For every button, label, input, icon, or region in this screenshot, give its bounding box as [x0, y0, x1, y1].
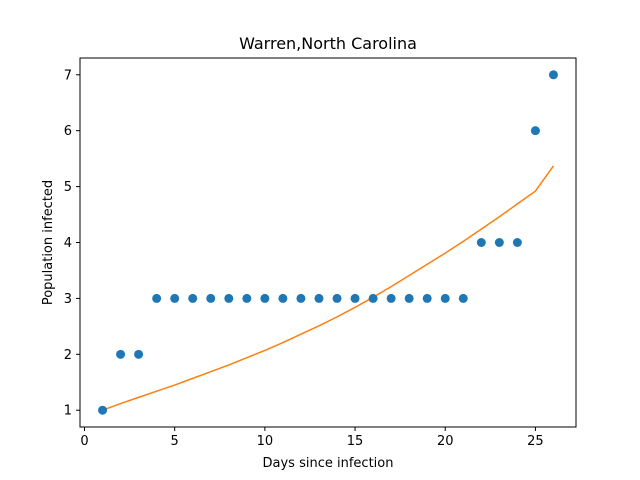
data-point [152, 293, 162, 303]
x-axis: 0 5 10 15 20 25 [80, 427, 544, 449]
y-tick-label: 2 [64, 348, 72, 363]
data-point [422, 293, 432, 303]
data-point [350, 293, 360, 303]
y-axis: 1 2 3 4 5 6 7 [64, 68, 80, 419]
data-point [512, 238, 522, 247]
y-axis-label: Population infected [41, 180, 56, 305]
data-point [116, 349, 126, 359]
y-tick-label: 5 [64, 180, 72, 195]
data-point [476, 238, 486, 247]
y-tick-label: 7 [64, 68, 72, 83]
data-point [98, 405, 108, 415]
x-tick-label: 25 [527, 434, 544, 449]
data-point [278, 293, 288, 303]
x-tick-label: 0 [80, 434, 88, 449]
chart-title: Warren,North Carolina [239, 34, 417, 53]
data-point [548, 70, 558, 80]
y-tick-label: 1 [64, 404, 72, 419]
data-point [386, 293, 396, 303]
fit-line [102, 165, 555, 411]
y-tick-label: 6 [64, 124, 72, 139]
x-tick-label: 20 [437, 434, 454, 449]
plot-area [98, 70, 558, 415]
data-point [260, 293, 270, 303]
data-point [224, 293, 234, 303]
data-point [242, 293, 252, 303]
data-point [530, 126, 540, 136]
x-tick-label: 10 [257, 434, 274, 449]
data-point [188, 293, 198, 303]
x-tick-label: 15 [347, 434, 364, 449]
data-point [170, 293, 180, 303]
data-point [332, 293, 342, 303]
data-point [206, 293, 216, 303]
x-tick-label: 5 [171, 434, 179, 449]
data-point [458, 293, 468, 303]
data-point [314, 293, 324, 303]
y-tick-label: 4 [64, 236, 72, 251]
data-point [494, 238, 504, 247]
data-point [368, 293, 378, 303]
data-point [134, 349, 144, 359]
data-point [440, 293, 450, 303]
data-point [404, 293, 414, 303]
y-tick-label: 3 [64, 292, 72, 307]
x-axis-label: Days since infection [263, 456, 394, 471]
data-point [296, 293, 306, 303]
